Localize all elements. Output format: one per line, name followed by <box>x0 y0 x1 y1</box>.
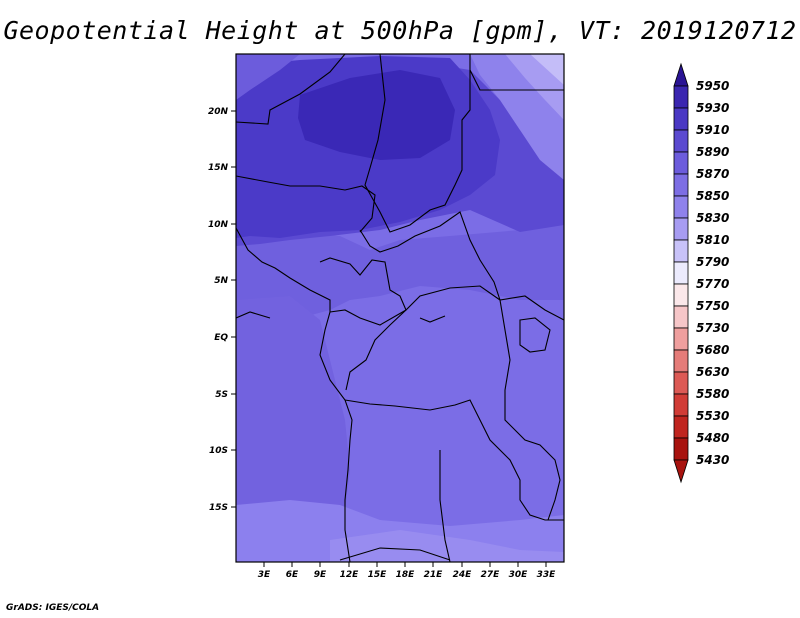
colorbar-level-label: 5630 <box>696 365 729 379</box>
colorbar: 5950 5930 5910 5890 5870 5850 5830 5810 5790 5770… <box>673 62 729 484</box>
colorbar-top-arrow <box>673 62 689 87</box>
colorbar-level-label: 5430 <box>696 453 729 467</box>
y-tick-label: 5N <box>214 276 228 286</box>
colorbar-level-label: 5480 <box>696 431 729 445</box>
credit-label: GrADS: IGES/COLA <box>6 603 100 613</box>
colorbar-level-label: 5850 <box>696 189 729 203</box>
x-tick-label: 33E <box>537 570 557 580</box>
colorbar-swatch <box>673 327 689 351</box>
y-tick-labels: 20N 15N 10N 5N EQ 5S 10S 15S <box>208 107 229 513</box>
colorbar-swatch <box>673 437 689 461</box>
colorbar-swatch <box>673 415 689 439</box>
colorbar-swatch <box>673 85 689 109</box>
colorbar-level-label: 5910 <box>696 123 729 137</box>
map-title: Geopotential Height at 500hPa [gpm], VT:… <box>3 16 797 45</box>
colorbar-level-label: 5830 <box>696 211 729 225</box>
colorbar-level-label: 5870 <box>696 167 729 181</box>
y-tick-label: EQ <box>214 333 228 343</box>
colorbar-swatch <box>673 239 689 263</box>
colorbar-swatch <box>673 261 689 285</box>
colorbar-level-label: 5680 <box>696 343 729 357</box>
x-tick-labels: 3E 6E 9E 12E 15E 18E 21E 24E 27E 30E 33E <box>258 570 556 580</box>
colorbar-level-label: 5810 <box>696 233 729 247</box>
colorbar-level-label: 5950 <box>696 79 729 93</box>
x-tick-label: 15E <box>368 570 388 580</box>
y-tick-label: 10S <box>209 446 228 456</box>
x-tick-label: 3E <box>258 570 271 580</box>
colorbar-swatch <box>673 107 689 131</box>
colorbar-swatch <box>673 195 689 219</box>
colorbar-level-label: 5930 <box>696 101 729 115</box>
x-tick-label: 18E <box>396 570 416 580</box>
colorbar-level-label: 5770 <box>696 277 729 291</box>
x-tick-label: 24E <box>453 570 473 580</box>
y-tick-label: 5S <box>215 390 228 400</box>
y-tick-label: 10N <box>208 220 229 230</box>
colorbar-level-label: 5580 <box>696 387 729 401</box>
colorbar-swatch <box>673 217 689 241</box>
axis-ticks <box>231 110 547 567</box>
x-tick-label: 9E <box>314 570 327 580</box>
colorbar-level-label: 5750 <box>696 299 729 313</box>
colorbar-swatch <box>673 305 689 329</box>
colorbar-level-label: 5730 <box>696 321 729 335</box>
x-tick-label: 27E <box>481 570 501 580</box>
map-frame <box>235 53 565 563</box>
colorbar-level-label: 5790 <box>696 255 729 269</box>
x-tick-label: 6E <box>286 570 299 580</box>
x-tick-label: 12E <box>340 570 360 580</box>
colorbar-swatch <box>673 151 689 175</box>
colorbar-swatch <box>673 129 689 153</box>
country-borders <box>236 54 564 562</box>
colorbar-swatch <box>673 349 689 373</box>
colorbar-bottom-arrow <box>673 459 689 484</box>
colorbar-swatch <box>673 393 689 417</box>
colorbar-level-label: 5530 <box>696 409 729 423</box>
x-tick-label: 21E <box>424 570 444 580</box>
y-tick-label: 15N <box>208 163 229 173</box>
colorbar-swatch <box>673 371 689 395</box>
height-field <box>236 54 564 562</box>
x-tick-label: 30E <box>509 570 529 580</box>
y-tick-label: 20N <box>208 107 229 117</box>
colorbar-level-label: 5890 <box>696 145 729 159</box>
colorbar-swatch <box>673 283 689 307</box>
colorbar-swatch <box>673 173 689 197</box>
y-tick-label: 15S <box>209 503 228 513</box>
